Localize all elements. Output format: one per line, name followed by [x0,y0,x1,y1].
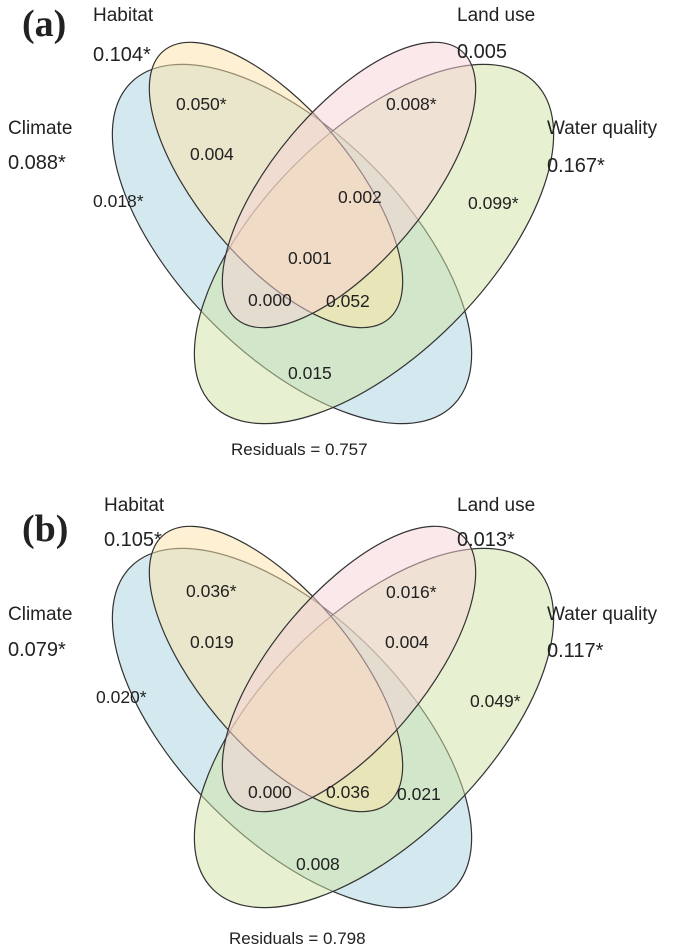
panel-b-climate-name: Climate [8,604,72,625]
panel-a-region-lower-right: 0.052 [326,291,370,311]
panel-b-water-quality-value: 0.117* [547,640,604,662]
panel-b-region-land-use-only: 0.016* [386,582,437,602]
panel-a-residuals: Residuals = 0.757 [231,440,368,459]
panel-b-region-land-water-lower: 0.021 [397,784,441,804]
panel-a-region-water-quality-only: 0.099* [468,193,519,213]
panel-a-region-lower-left: 0.000 [248,290,292,310]
panel-b-climate-value: 0.079* [8,639,66,661]
panel-a-climate-name: Climate [8,118,72,139]
panel-b-land-use-name: Land use [457,495,535,516]
panel-b-region-lower-left: 0.000 [248,782,292,802]
panel-a: (a) Habitat 0.104* Land use 0.005 Climat… [8,3,658,459]
panel-b-ellipses [111,525,555,909]
panel-a-region-habitat-only: 0.050* [176,94,227,114]
panel-b-region-land-water: 0.004 [385,632,429,652]
panel-a-ellipses [111,41,555,425]
panel-b-region-climate-only: 0.020* [96,687,147,707]
panel-a-region-climate-habitat: 0.004 [190,144,234,164]
panel-a-water-quality-value: 0.167* [547,155,605,177]
panel-b-region-climate-water: 0.008 [296,854,340,874]
panel-a-label: (a) [22,3,66,45]
panel-a-water-quality-name: Water quality [547,118,658,139]
panel-a-habitat-name: Habitat [93,5,154,26]
panel-b-region-lower-right: 0.036 [326,782,370,802]
panel-a-region-climate-only: 0.018* [93,191,144,211]
panel-b-habitat-value: 0.105* [104,529,162,551]
panel-b-land-use-value: 0.013* [457,529,515,551]
panel-b-label: (b) [22,508,68,550]
panel-b-land-use-ellipse [221,525,477,813]
panel-a-land-use-ellipse [221,41,477,329]
panel-a-habitat-value: 0.104* [93,44,151,66]
panel-a-climate-value: 0.088* [8,152,66,174]
panel-b-region-water-quality-only: 0.049* [470,691,521,711]
panel-a-region-center: 0.001 [288,248,332,268]
panel-b-residuals: Residuals = 0.798 [229,929,366,948]
panel-b-region-habitat-only: 0.036* [186,581,237,601]
panel-b-region-climate-habitat: 0.019 [190,632,234,652]
panel-b-habitat-name: Habitat [104,495,165,516]
panel-a-region-habitat-water: 0.002 [338,187,382,207]
panel-a-region-land-use-only: 0.008* [386,94,437,114]
panel-a-region-climate-water: 0.015 [288,363,332,383]
panel-a-land-use-value: 0.005 [457,41,507,63]
panel-b: (b) Habitat 0.105* Land use 0.013* Clima… [8,495,658,948]
panel-a-land-use-name: Land use [457,5,535,26]
panel-b-water-quality-name: Water quality [547,604,658,625]
